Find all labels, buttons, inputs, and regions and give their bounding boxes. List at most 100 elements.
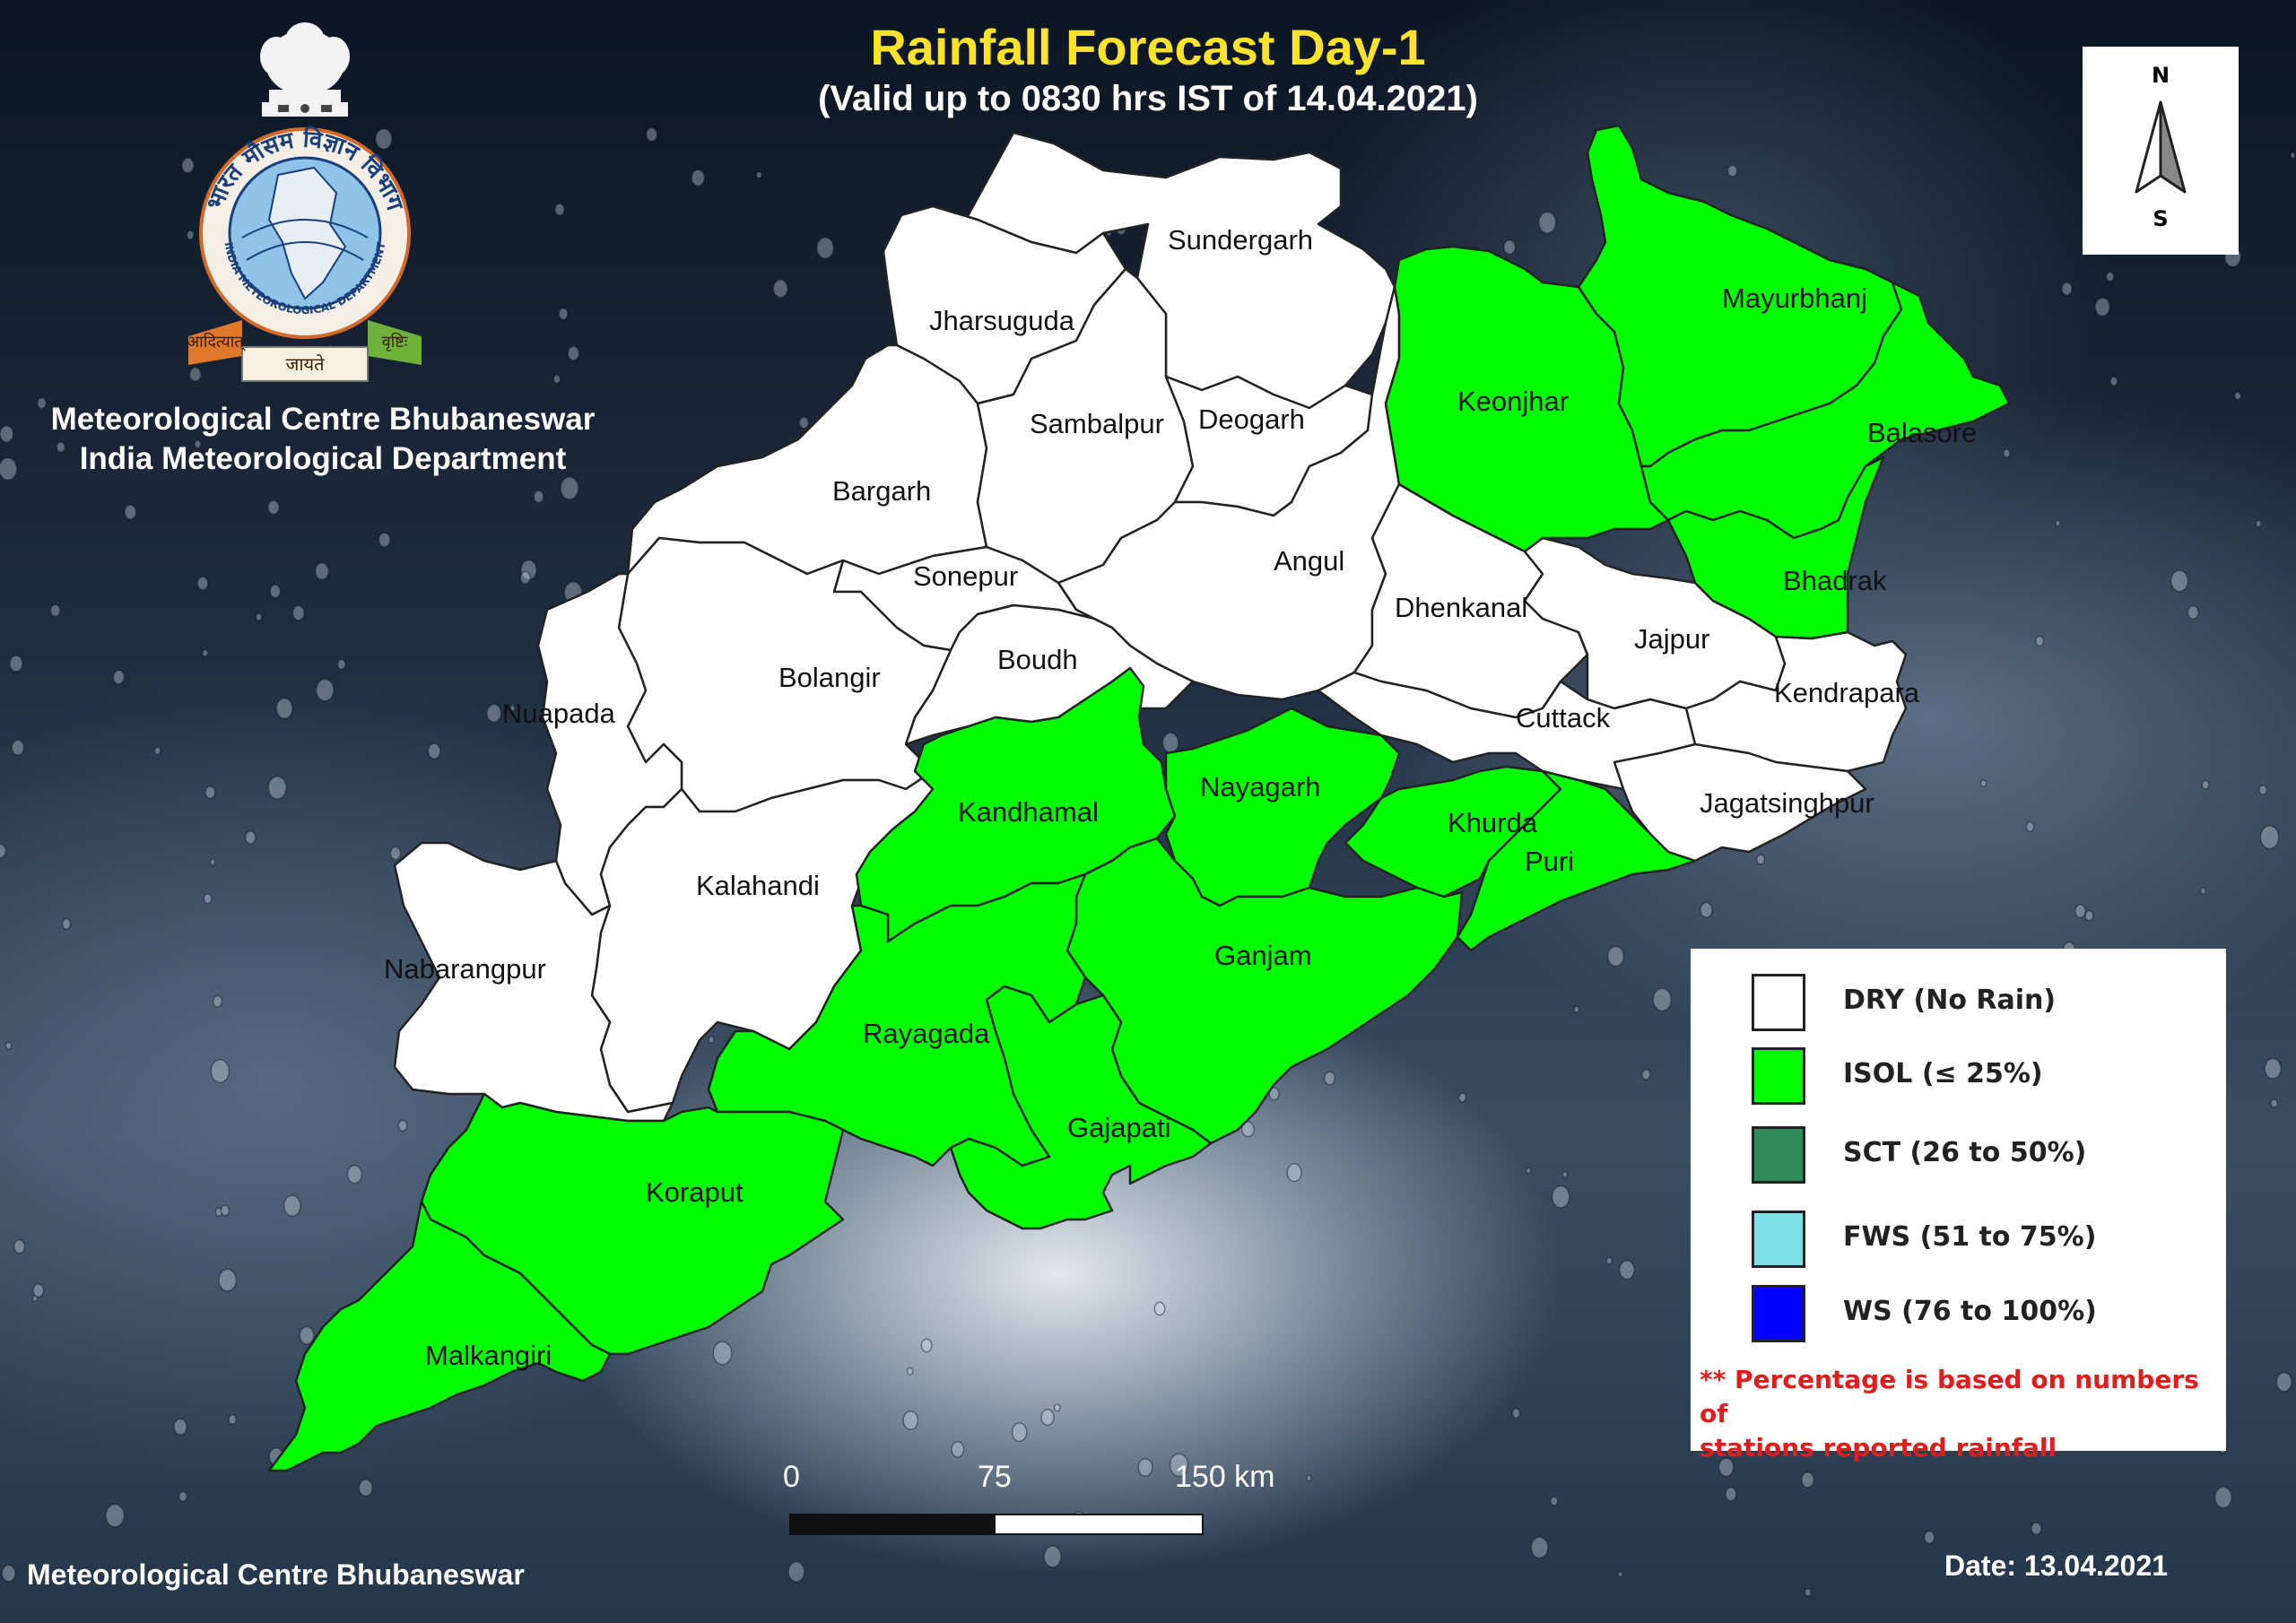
imd-emblem-logo: भारत मौसम विज्ञान विभाग INDIA METEOROLOG… — [187, 22, 422, 382]
raindrop — [1537, 211, 1557, 234]
raindrop — [1241, 1121, 1255, 1138]
footer-org: Meteorological Centre Bhubaneswar — [27, 1558, 525, 1591]
raindrop — [1718, 1457, 1735, 1478]
legend-swatch-ws — [1752, 1285, 1805, 1342]
raindrop — [2105, 271, 2115, 282]
label-malkangiri: Malkangiri — [425, 1340, 552, 1371]
scale-bar-black-segment — [791, 1515, 996, 1533]
legend-swatch-dry — [1752, 974, 1805, 1031]
raindrop — [291, 604, 305, 621]
legend-note-line1: ** Percentage is based on numbers of — [1700, 1365, 2199, 1428]
raindrop — [204, 785, 216, 800]
raindrop — [1800, 1471, 1815, 1488]
label-gajapati: Gajapati — [1067, 1112, 1171, 1143]
raindrop — [2270, 1098, 2278, 1108]
raindrop — [375, 127, 393, 151]
raindrop — [1011, 1422, 1028, 1443]
label-nayagarh: Nayagarh — [1200, 771, 1321, 803]
raindrop — [1551, 1185, 1570, 1209]
legend-label-dry: DRY (No Rain) — [1843, 985, 2057, 1016]
raindrop — [486, 703, 502, 724]
raindrop — [1756, 854, 1766, 865]
raindrop — [2213, 1486, 2233, 1509]
district-malkangiri[interactable] — [267, 1200, 612, 1472]
district-nayagarh[interactable] — [1164, 707, 1401, 907]
north-arrow-panel: N S — [2083, 47, 2239, 255]
department-name: India Meteorological Department — [79, 441, 567, 476]
raindrop — [2264, 1057, 2282, 1080]
raindrop — [2187, 604, 2199, 621]
label-bolangir: Bolangir — [778, 662, 881, 693]
raindrop — [2094, 297, 2111, 317]
raindrop — [267, 499, 280, 516]
label-dhenkanal: Dhenkanal — [1395, 592, 1528, 623]
compass-north-label: N — [2151, 63, 2170, 88]
district-bhadrak[interactable] — [1666, 456, 1885, 640]
label-sambalpur: Sambalpur — [1030, 408, 1164, 439]
label-balasore: Balasore — [1867, 417, 1978, 448]
legend-note-line2: stations reported rainfall — [1700, 1433, 2057, 1462]
raindrop — [346, 1164, 363, 1185]
raindrop — [194, 439, 202, 449]
raindrop — [1137, 1457, 1153, 1478]
raindrop — [2034, 635, 2045, 647]
raindrop — [397, 1119, 408, 1133]
raindrop — [299, 1325, 315, 1345]
label-bargarh: Bargarh — [832, 475, 932, 507]
raindrop — [9, 655, 23, 673]
label-jajpur: Jajpur — [1634, 623, 1710, 655]
raindrop — [552, 374, 561, 385]
raindrop — [1043, 1545, 1062, 1568]
raindrop — [906, 1367, 914, 1376]
raindrop — [1641, 1068, 1651, 1081]
raindrop — [188, 366, 202, 383]
raindrop — [1726, 164, 1738, 178]
raindrop — [560, 476, 579, 500]
raindrop — [2084, 909, 2094, 922]
raindrop — [798, 416, 810, 430]
raindrop — [2255, 519, 2262, 528]
raindrop — [1530, 1536, 1549, 1559]
raindrop — [269, 584, 282, 599]
scale-label-75: 75 — [978, 1460, 1012, 1494]
district-puri[interactable] — [1456, 769, 1697, 952]
raindrop — [902, 1410, 919, 1431]
raindrop — [427, 742, 441, 759]
raindrop — [358, 1479, 373, 1497]
raindrop — [124, 504, 137, 520]
legend-label-isol: ISOL (≤ 25%) — [1843, 1058, 2043, 1089]
raindrop — [2259, 825, 2280, 850]
raindrop — [1618, 1259, 1636, 1280]
raindrop — [1979, 778, 1987, 788]
raindrop — [180, 157, 195, 174]
raindrop — [1550, 1496, 1559, 1506]
district-boudh[interactable] — [904, 603, 1195, 746]
raindrop — [244, 830, 257, 845]
raindrop — [201, 648, 209, 657]
raindrop — [920, 1338, 933, 1353]
raindrop — [1561, 1170, 1569, 1178]
district-gajapati[interactable] — [949, 985, 1213, 1230]
raindrop — [267, 776, 287, 800]
label-cuttack: Cuttack — [1516, 702, 1611, 733]
district-nabarangpur[interactable] — [393, 841, 674, 1123]
raindrop — [209, 858, 216, 866]
raindrop — [2275, 1372, 2292, 1393]
raindrop — [2061, 282, 2073, 296]
raindrop — [0, 425, 14, 443]
raindrop — [1923, 1530, 1935, 1545]
emblem-motto-right: वृष्टिः — [382, 332, 408, 352]
raindrop — [2170, 569, 2189, 593]
raindrop — [787, 1561, 805, 1583]
raindrop — [214, 1207, 223, 1218]
raindrop — [275, 697, 293, 720]
raindrop — [32, 1283, 45, 1298]
raindrop — [336, 658, 346, 671]
map-title: Rainfall Forecast Day-1 — [870, 19, 1426, 75]
raindrop — [178, 1490, 187, 1503]
north-arrow-icon — [2135, 100, 2187, 194]
raindrop — [1, 1564, 16, 1583]
raindrop — [173, 1418, 187, 1436]
raindrop — [314, 561, 330, 581]
raindrop — [1502, 239, 1517, 256]
